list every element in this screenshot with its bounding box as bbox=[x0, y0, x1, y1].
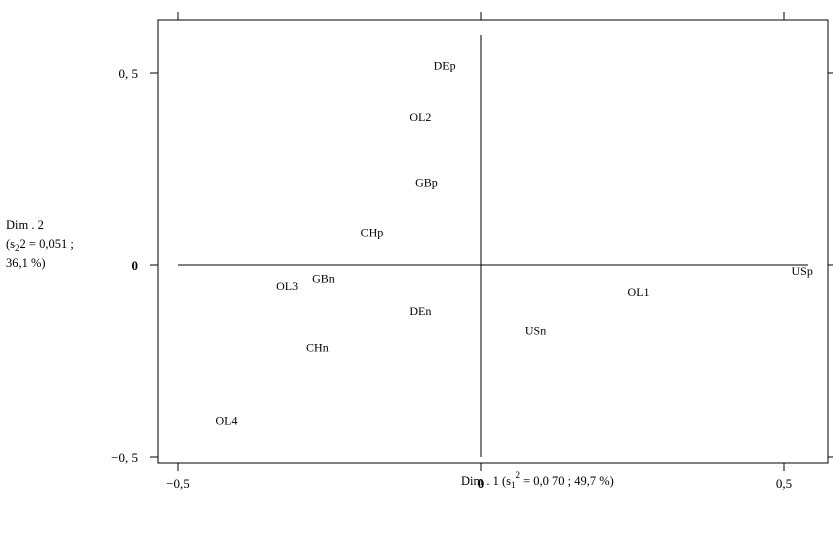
point-labels: DEp OL2 GBp CHp GBn OL3 DEn CHn OL4 USn OL1 USp bbox=[215, 58, 812, 427]
point-label-ol1: OL1 bbox=[628, 285, 650, 299]
x-tick-label: 0,5 bbox=[776, 476, 792, 491]
point-label-dep: DEp bbox=[434, 58, 456, 72]
point-label-chp: CHp bbox=[361, 225, 384, 239]
point-label-usn: USn bbox=[525, 323, 546, 337]
point-label-gbp: GBp bbox=[415, 175, 438, 189]
y-axis-title-text: (s bbox=[6, 237, 15, 251]
plot-frame bbox=[157, 19, 829, 464]
x-axis-title-text: Dim . 1 (s bbox=[461, 474, 511, 488]
y-tick-label: −0, 5 bbox=[111, 450, 138, 465]
x-axis-title: Dim . 1 (s12 = 0,0 70 ; 49,7 %) bbox=[461, 470, 614, 490]
point-label-ol4: OL4 bbox=[215, 414, 237, 428]
x-axis-title-subscript: 1 bbox=[511, 480, 516, 490]
axis-ticks: −0,5 0 0,5 0, 5 0 −0, 5 bbox=[111, 12, 833, 491]
x-axis-title-superscript: 2 bbox=[516, 470, 521, 480]
point-label-ol3: OL3 bbox=[276, 279, 298, 293]
y-axis-title-line-3: 36,1 %) bbox=[6, 256, 46, 270]
point-label-ol2: OL2 bbox=[409, 110, 431, 124]
x-axis-title-rest: = 0,0 70 ; 49,7 %) bbox=[520, 474, 614, 488]
point-label-chn: CHn bbox=[306, 341, 329, 355]
point-label-usp: USp bbox=[792, 264, 813, 278]
point-label-den: DEn bbox=[409, 304, 431, 318]
x-tick-label: 0 bbox=[478, 476, 485, 491]
y-axis-title-line-2: (s22 = 0,051 ; bbox=[6, 237, 74, 253]
x-tick-label: −0,5 bbox=[166, 476, 190, 491]
y-tick-label: 0 bbox=[132, 258, 139, 273]
y-axis-title-rest: 2 = 0,051 ; bbox=[20, 237, 74, 251]
y-tick-label: 0, 5 bbox=[119, 66, 139, 81]
y-axis-title-line-1: Dim . 2 bbox=[6, 218, 44, 232]
point-label-gbn: GBn bbox=[312, 271, 335, 285]
y-axis-title-subscript: 2 bbox=[15, 243, 20, 253]
